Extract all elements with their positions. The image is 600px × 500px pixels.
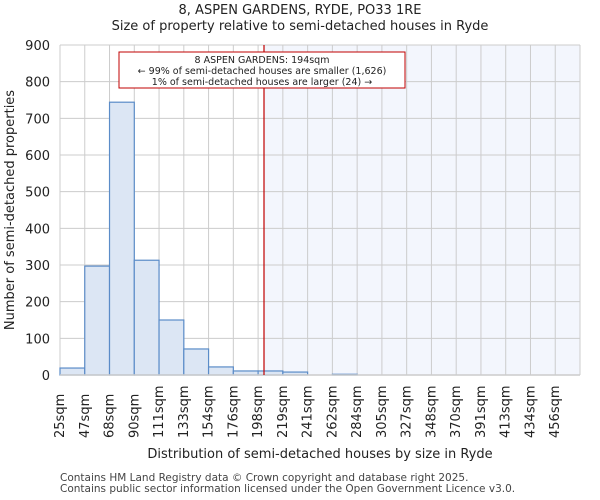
histogram-bar <box>59 367 86 376</box>
y-tick-label: 0 <box>42 369 50 384</box>
x-tick-label: 413sqm <box>499 385 514 438</box>
y-tick-label: 800 <box>25 76 50 91</box>
y-tick-label: 400 <box>25 222 50 237</box>
y-tick-label: 100 <box>25 332 50 347</box>
x-tick-label: 90sqm <box>127 394 142 438</box>
y-axis-label: Number of semi-detached properties <box>3 90 18 330</box>
footer-line-1: Contains HM Land Registry data © Crown c… <box>60 472 469 484</box>
x-tick-label: 111sqm <box>152 385 167 438</box>
y-tick-label: 300 <box>25 259 50 274</box>
histogram-bar <box>158 319 185 376</box>
chart-title: 8, ASPEN GARDENS, RYDE, PO33 1RE <box>178 3 422 18</box>
x-tick-label: 305sqm <box>375 385 390 438</box>
highlight-region <box>264 45 580 375</box>
x-tick-label: 68sqm <box>103 394 118 438</box>
y-tick-label: 700 <box>25 112 50 127</box>
x-tick-label: 327sqm <box>400 385 415 438</box>
x-tick-label: 391sqm <box>474 385 489 438</box>
y-tick-label: 900 <box>25 39 50 54</box>
annotation-line-3: 1% of semi-detached houses are larger (2… <box>152 77 372 88</box>
histogram-bar <box>207 366 234 376</box>
annotation-line-1: 8 ASPEN GARDENS: 194sqm <box>195 55 330 66</box>
x-tick-label: 456sqm <box>548 385 563 438</box>
histogram-bar <box>183 348 210 376</box>
x-tick-label: 434sqm <box>523 385 538 438</box>
x-tick-label: 176sqm <box>226 385 241 438</box>
x-tick-label: 47sqm <box>78 394 93 438</box>
x-tick-label: 370sqm <box>449 385 464 438</box>
histogram-bar <box>84 265 111 376</box>
x-tick-label: 262sqm <box>325 385 340 438</box>
x-tick-label: 284sqm <box>350 385 365 438</box>
x-tick-label: 241sqm <box>301 385 316 438</box>
x-tick-label: 25sqm <box>53 394 68 438</box>
x-tick-label: 154sqm <box>202 385 217 438</box>
y-tick-label: 600 <box>25 149 50 164</box>
x-tick-label: 133sqm <box>177 385 192 438</box>
y-tick-label: 200 <box>25 296 50 311</box>
footer-line-2: Contains public sector information licen… <box>60 483 516 495</box>
histogram-bar <box>108 101 135 376</box>
x-tick-label: 348sqm <box>424 385 439 438</box>
histogram-bar <box>133 259 160 376</box>
annotation-line-2: ← 99% of semi-detached houses are smalle… <box>138 66 387 77</box>
x-tick-label: 198sqm <box>251 385 266 438</box>
annotation-box <box>118 51 406 89</box>
y-tick-label: 500 <box>25 186 50 201</box>
x-axis-label: Distribution of semi-detached houses by … <box>147 447 492 462</box>
x-tick-label: 219sqm <box>276 385 291 438</box>
chart-subtitle: Size of property relative to semi-detach… <box>111 19 489 34</box>
